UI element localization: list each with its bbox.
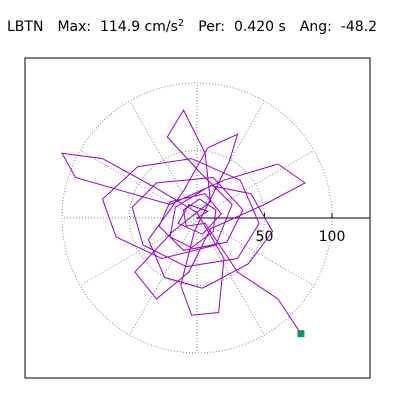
period-value: 0.420 s bbox=[233, 19, 286, 35]
radial-ticks: 50 100 bbox=[256, 213, 346, 245]
max-label: Max: bbox=[57, 19, 92, 35]
period-label: Per: bbox=[198, 19, 226, 35]
peak-marker bbox=[297, 330, 305, 338]
motion-trace bbox=[61, 108, 306, 334]
max-value: 114.9 cm/s bbox=[100, 19, 178, 35]
chart-header: LBTN Max: 114.9 cm/s2 Per: 0.420 s Ang: -48… bbox=[7, 14, 397, 40]
max-unit-exponent: 2 bbox=[177, 18, 185, 29]
radial-tick-label-0: 50 bbox=[256, 229, 274, 245]
radial-tick-label-1: 100 bbox=[319, 229, 346, 245]
angle-label: Ang: bbox=[299, 19, 332, 35]
station-code: LBTN bbox=[7, 19, 44, 35]
angle-value: -48.2 bbox=[340, 19, 377, 35]
